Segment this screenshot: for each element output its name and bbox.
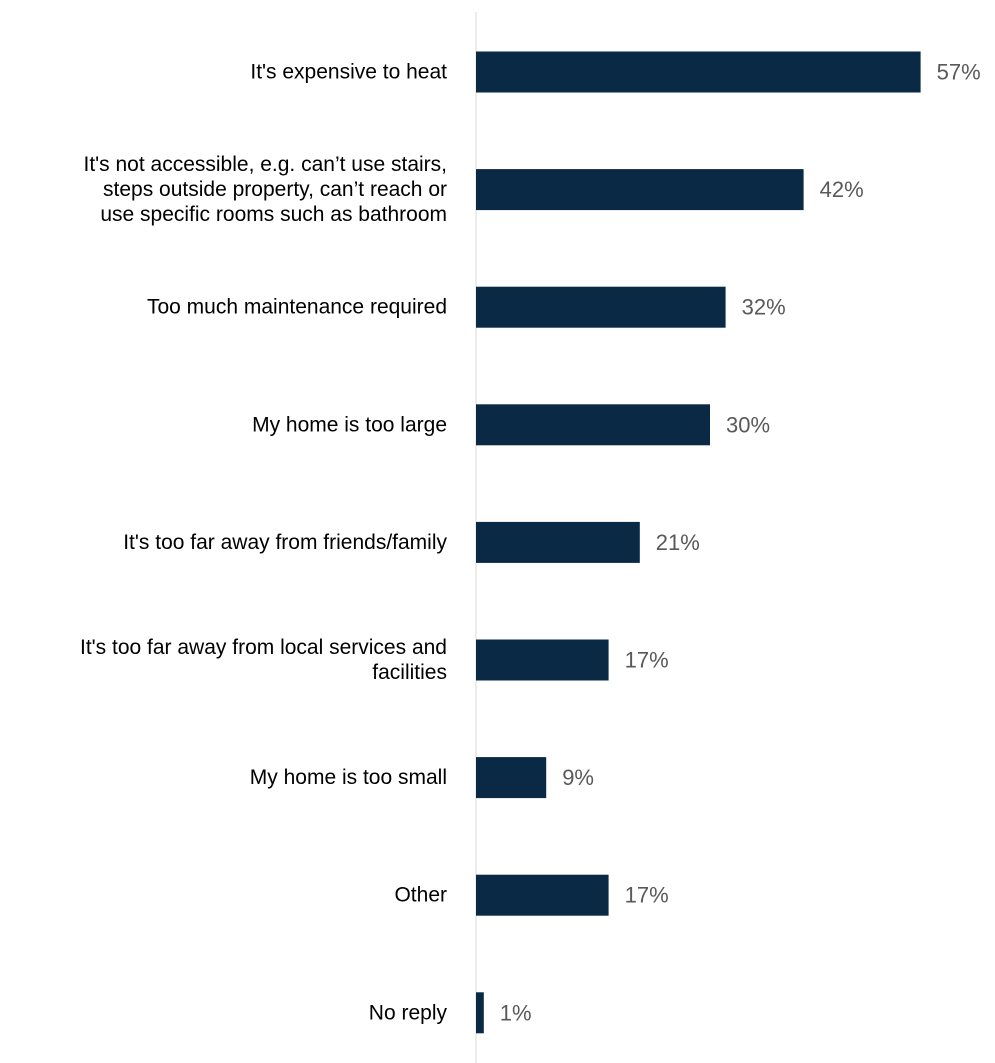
category-label-line: facilities	[372, 661, 447, 684]
bar	[476, 757, 547, 799]
bar	[476, 404, 710, 446]
value-label: 17%	[625, 883, 669, 908]
value-label: 30%	[726, 412, 770, 437]
category-label: Other	[394, 884, 447, 907]
bars-group	[476, 51, 921, 1034]
value-label: 9%	[562, 765, 594, 790]
category-label: No reply	[369, 1001, 448, 1024]
bar	[476, 521, 640, 563]
bar	[476, 992, 484, 1034]
value-label: 21%	[656, 530, 700, 555]
category-label-line: My home is too large	[252, 413, 447, 436]
bar	[476, 169, 804, 211]
category-label: It's not accessible, e.g. can’t use stai…	[83, 153, 447, 226]
bar	[476, 286, 726, 328]
category-label-line: It's expensive to heat	[250, 61, 447, 84]
value-label: 1%	[500, 1000, 532, 1025]
bar	[476, 874, 609, 916]
category-label: It's too far away from local services an…	[80, 636, 447, 684]
category-label: It's expensive to heat	[250, 61, 447, 84]
bar	[476, 639, 609, 681]
category-label: My home is too small	[250, 766, 447, 789]
value-label: 57%	[937, 60, 981, 85]
category-label-line: use specific rooms such as bathroom	[100, 203, 447, 226]
category-labels-group: It's expensive to heat It's not accessibl…	[80, 61, 447, 1025]
category-label-line: It's not accessible, e.g. can’t use stai…	[83, 153, 447, 176]
category-label-line: No reply	[369, 1001, 448, 1024]
value-label: 32%	[742, 295, 786, 320]
category-label: My home is too large	[252, 413, 447, 436]
category-label: Too much maintenance required	[147, 296, 447, 319]
value-label: 17%	[625, 648, 669, 673]
category-label-line: It's too far away from local services an…	[80, 636, 447, 659]
category-label: It's too far away from friends/family	[123, 531, 447, 554]
category-label-line: steps outside property, can’t reach or	[103, 178, 447, 201]
category-label-line: My home is too small	[250, 766, 447, 789]
value-label: 42%	[820, 177, 864, 202]
category-label-line: It's too far away from friends/family	[123, 531, 447, 554]
value-labels-group: 57% 42% 32% 30% 21% 17% 9% 17% 1%	[500, 60, 981, 1026]
bar	[476, 51, 921, 93]
category-label-line: Other	[394, 884, 447, 907]
category-label-line: Too much maintenance required	[147, 296, 447, 319]
